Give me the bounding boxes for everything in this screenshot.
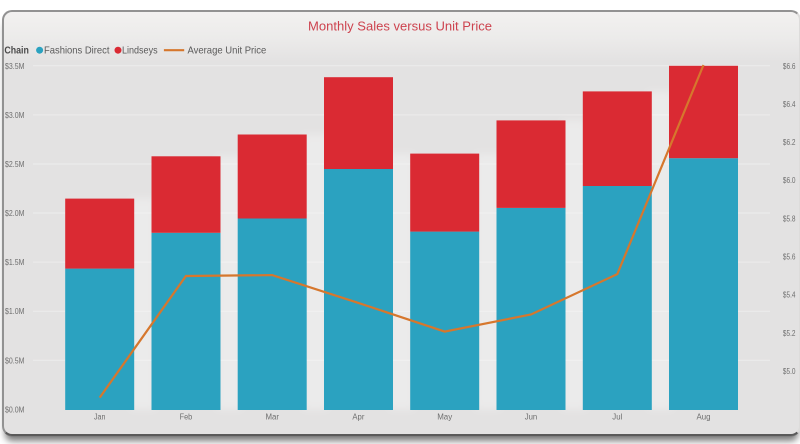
svg-text:$3.0M: $3.0M	[5, 111, 25, 120]
svg-text:Jun: Jun	[525, 413, 538, 422]
svg-text:$5.8: $5.8	[783, 214, 796, 223]
svg-text:$1.5M: $1.5M	[5, 258, 25, 267]
svg-text:$5.2: $5.2	[783, 329, 796, 338]
svg-text:$3.5M: $3.5M	[5, 62, 25, 71]
svg-text:$2.5M: $2.5M	[5, 160, 25, 169]
svg-text:Aug: Aug	[697, 413, 711, 422]
svg-text:Fashions Direct: Fashions Direct	[44, 44, 110, 56]
svg-text:$5.6: $5.6	[783, 253, 796, 262]
svg-text:Average Unit Price: Average Unit Price	[188, 44, 267, 56]
svg-text:$6.4: $6.4	[783, 100, 796, 109]
svg-text:Chain: Chain	[4, 44, 29, 56]
svg-text:Jan: Jan	[94, 413, 106, 422]
svg-text:May: May	[437, 413, 452, 422]
svg-text:Jul: Jul	[612, 413, 622, 422]
svg-text:Feb: Feb	[180, 413, 193, 422]
svg-text:$0.0M: $0.0M	[5, 405, 25, 414]
svg-text:Apr: Apr	[352, 413, 364, 422]
svg-text:Lindseys: Lindseys	[122, 44, 158, 56]
svg-text:$6.6: $6.6	[783, 62, 796, 71]
svg-text:$5.4: $5.4	[783, 291, 796, 300]
svg-text:$2.0M: $2.0M	[5, 209, 25, 218]
svg-text:$6.0: $6.0	[783, 176, 796, 185]
svg-text:$1.0M: $1.0M	[5, 307, 25, 316]
svg-text:$0.5M: $0.5M	[5, 356, 25, 365]
svg-text:Mar: Mar	[265, 413, 279, 422]
svg-text:Monthly Sales versus Unit Pric: Monthly Sales versus Unit Price	[308, 19, 492, 34]
svg-text:$6.2: $6.2	[783, 138, 796, 147]
svg-text:$5.0: $5.0	[783, 367, 796, 376]
